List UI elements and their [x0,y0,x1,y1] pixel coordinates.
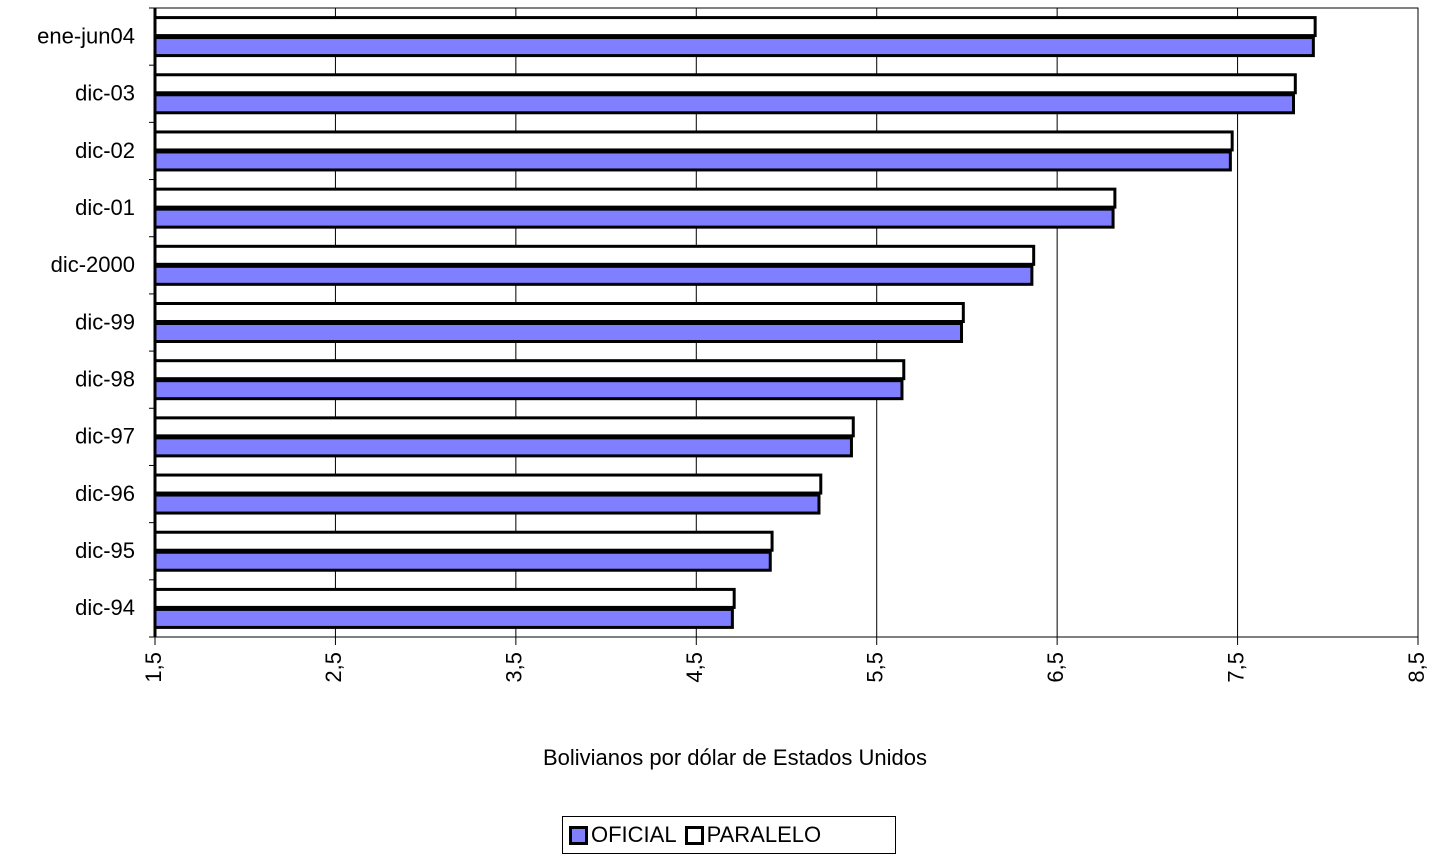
bar-oficial [153,207,1115,229]
x-tick-label: 8,5 [1404,652,1429,683]
y-tick-label: dic-2000 [51,252,135,277]
y-tick-label: dic-97 [75,424,135,449]
bar-paralelo [153,16,1317,38]
x-tick-label: 2,5 [321,652,346,683]
bar-paralelo [153,130,1234,152]
bar-paralelo [153,416,855,438]
bar-paralelo [153,530,774,552]
legend-swatch-oficial [569,825,588,845]
legend-item-paralelo: PARALELO [684,822,822,848]
x-tick-label: 5,5 [863,652,888,683]
bar-paralelo [153,73,1297,95]
legend-swatch-paralelo [684,825,704,845]
bar-oficial [153,436,853,458]
y-tick-label: dic-95 [75,538,135,563]
y-tick-label: ene-jun04 [37,23,135,48]
bar-paralelo [153,473,823,495]
bar-oficial [153,379,904,401]
bar-oficial [153,93,1296,115]
y-tick-label: dic-98 [75,366,135,391]
y-tick-label: dic-02 [75,138,135,163]
bar-paralelo [153,187,1117,209]
x-tick-label: 4,5 [682,652,707,683]
bar-oficial [153,322,964,343]
bar-oficial [153,36,1315,58]
bar-paralelo [153,359,906,381]
bar-oficial [153,264,1034,286]
bar-chart: 1,5 2,5 3,5 4,5 5,5 6,5 7,5 8,5 ene-jun04 dic-03 d… [37,7,1429,683]
y-tick-label: dic-99 [75,309,135,334]
y-tick-label: dic-03 [75,81,135,106]
y-tick-label: dic-96 [75,481,135,506]
bar-paralelo [153,244,1036,266]
bar-oficial [153,607,734,629]
legend: OFICIAL PARALELO [562,816,896,854]
legend-label-paralelo: PARALELO [706,822,822,847]
legend-item-oficial: OFICIAL [569,822,677,848]
y-tick-label: dic-01 [75,195,135,220]
x-tick-label: 7,5 [1223,652,1248,683]
x-tick-label: 6,5 [1043,652,1068,683]
bar-oficial [153,550,772,572]
x-tick-label: 1,5 [141,652,166,683]
bar-oficial [153,493,821,515]
bar-paralelo [153,587,736,609]
legend-label-oficial: OFICIAL [591,822,677,847]
x-tick-label: 3,5 [502,652,527,683]
x-axis-title: Bolivianos por dólar de Estados Unidos [542,745,927,770]
bar-oficial [153,150,1232,172]
y-tick-label: dic-94 [75,595,135,620]
bar-paralelo [153,302,965,323]
